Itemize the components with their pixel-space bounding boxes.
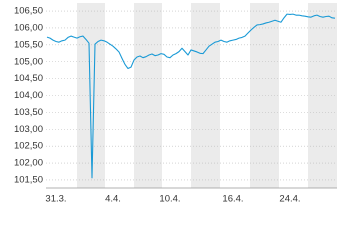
y-tick-label: 105,00	[14, 56, 43, 67]
y-tick-label: 106,00	[14, 22, 43, 33]
x-tick-label: 24.4.	[279, 194, 300, 205]
y-tick-label: 102,50	[14, 141, 43, 152]
y-tick-label: 105,50	[14, 39, 43, 50]
chart: 101,50 102,00 102,50 103,00 103,50 104,00 104,…	[14, 3, 337, 205]
x-tick-label: 4.4.	[105, 194, 121, 205]
x-tick-label: 16.4.	[222, 194, 243, 205]
y-tick-label: 101,50	[14, 174, 43, 185]
y-tick-label: 102,00	[14, 158, 43, 169]
y-tick-label: 103,00	[14, 124, 43, 135]
y-tick-label: 103,50	[14, 107, 43, 118]
x-tick-label: 31.3.	[45, 194, 66, 205]
y-tick-label: 104,00	[14, 90, 43, 101]
page: {"chart_data": {"type": "line", "categor…	[13, 3, 337, 205]
y-tick-label: 104,50	[14, 73, 43, 84]
x-tick-label: 10.4.	[159, 194, 180, 205]
series-line	[46, 13, 336, 179]
y-tick-label: 106,50	[14, 6, 43, 17]
